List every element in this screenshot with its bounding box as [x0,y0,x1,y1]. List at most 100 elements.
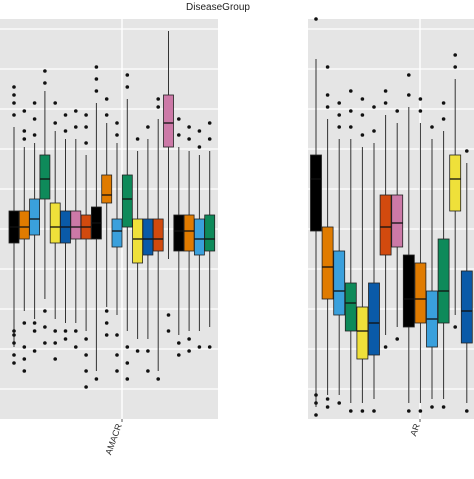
x-tick-label-amacr: AMACR [103,422,124,456]
box-ar-5 [356,97,369,413]
outlier-point [74,109,78,113]
outlier-point [22,321,27,325]
outlier-point [115,121,119,125]
outlier-point [84,337,88,341]
outlier-point [104,113,109,117]
box-body [193,218,205,256]
box-ar-12 [437,101,450,409]
outlier-point [135,349,140,353]
box-amacr-2 [18,109,30,373]
outlier-point [63,113,68,117]
outlier-point [156,105,160,109]
outlier-point [166,329,171,333]
box-ar-1 [310,17,322,417]
outlier-point [125,377,130,381]
outlier-point [104,97,109,101]
outlier-point [177,117,181,121]
box-amacr-10 [101,97,113,337]
outlier-point [104,321,109,325]
outlier-point [12,353,16,357]
outlier-point [84,353,88,357]
outlier-point [177,353,181,357]
box-marks [8,17,473,417]
outlier-point [197,345,202,349]
outlier-point [372,129,376,133]
outlier-point [115,353,119,357]
outlier-point [94,89,99,93]
box-body [414,262,427,324]
outlier-point [349,125,353,129]
outlier-point [22,345,27,349]
outlier-point [43,81,47,85]
outlier-point [63,129,68,133]
outlier-point [84,113,88,117]
outlier-point [63,329,68,333]
outlier-point [166,313,171,317]
outlier-point [383,89,388,93]
outlier-point [115,333,119,337]
outlier-point [314,413,318,417]
outlier-point [94,377,99,381]
outlier-point [63,337,68,341]
box-body [344,282,357,332]
box-body [437,238,450,324]
box-amacr-11 [111,121,123,373]
outlier-point [43,69,47,73]
box-body [163,94,174,148]
box-amacr-1 [8,85,20,365]
outlier-point [187,349,191,353]
box-amacr-12 [121,73,133,381]
outlier-point [32,349,37,353]
outlier-point [465,149,469,153]
outlier-point [125,345,130,349]
box-body [391,194,404,248]
outlier-point [418,97,423,101]
outlier-point [177,133,181,137]
outlier-point [32,101,37,105]
box-ar-3 [333,101,346,405]
box-body [321,226,334,300]
box-body [121,174,133,228]
box-body [101,174,113,204]
box-amacr-8 [80,113,92,389]
outlier-point [407,409,411,413]
box-body [402,254,415,328]
box-body [132,218,144,264]
outlier-point [84,369,88,373]
outlier-point [395,109,400,113]
outlier-point [325,65,330,69]
outlier-point [441,405,446,409]
outlier-point [453,65,458,69]
x-tick-label-ar: AR [408,422,422,438]
outlier-point [207,121,212,125]
box-body [142,218,154,256]
outlier-point [43,325,47,329]
outlier-point [360,409,365,413]
outlier-point [187,337,191,341]
box-body [356,306,369,360]
box-ar-2 [321,65,334,409]
box-body [183,214,195,252]
outlier-point [12,93,16,97]
outlier-point [12,333,16,337]
outlier-point [177,341,181,345]
outlier-point [74,329,78,333]
outlier-point [32,133,37,137]
outlier-point [94,77,99,81]
outlier-point [22,129,27,133]
outlier-point [430,125,434,129]
box-amacr-3 [29,101,41,353]
box-amacr-9 [91,65,102,381]
outlier-point [418,109,423,113]
outlier-point [125,85,130,89]
outlier-point [325,405,330,409]
outlier-point [349,409,353,413]
outlier-point [12,101,16,105]
box-amacr-18 [183,125,195,353]
box-body [70,210,82,240]
outlier-point [43,341,47,345]
outlier-point [22,357,27,361]
outlier-point [372,409,376,413]
outlier-point [430,405,434,409]
